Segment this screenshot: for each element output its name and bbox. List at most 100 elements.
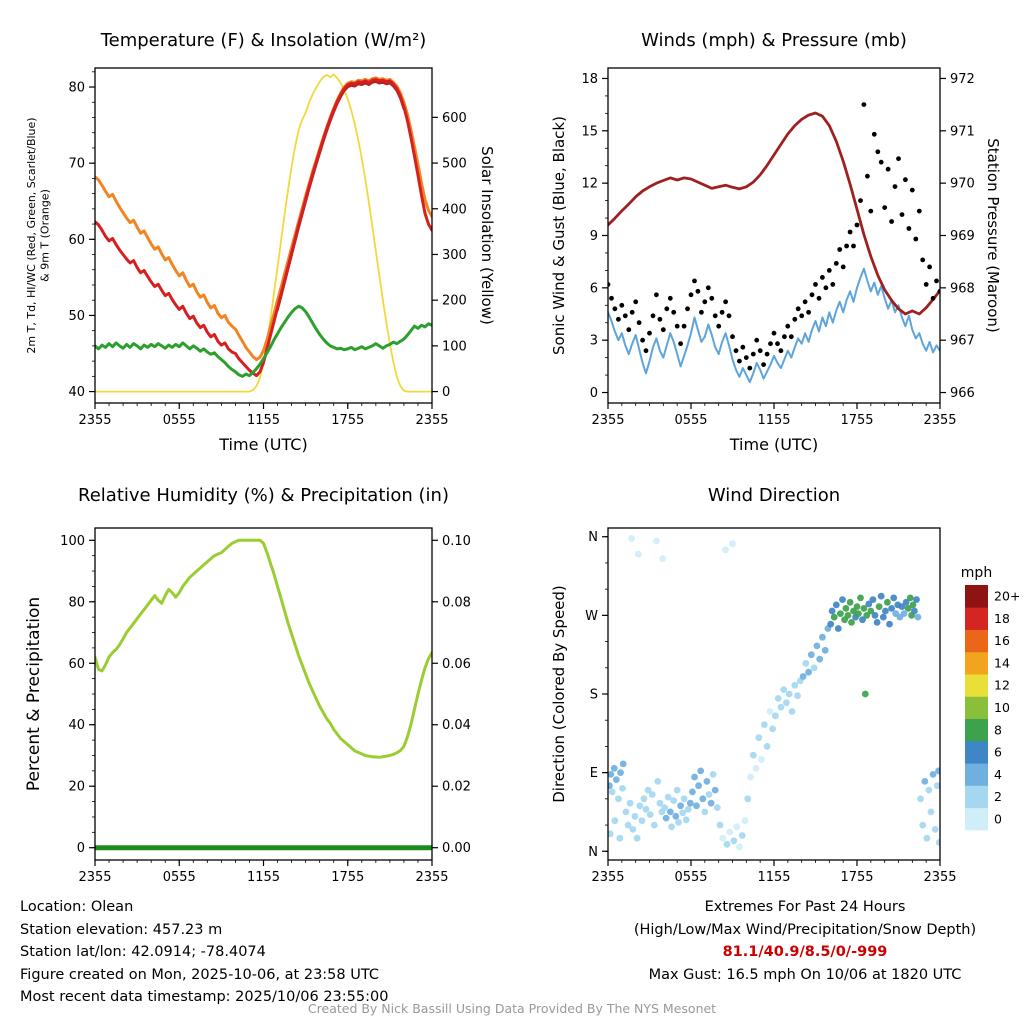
temp-chart-svg: 2355 0555 1155 1755 2355 Time (UTC) 40 50 60 70 80… — [25, 67, 496, 454]
wdir-x-axis: 2355 0555 1155 1755 2355 — [591, 860, 957, 885]
svg-text:970: 970 — [950, 177, 975, 192]
svg-text:18: 18 — [994, 611, 1010, 626]
extremes-block: Extremes For Past 24 Hours (High/Low/Max… — [600, 896, 1010, 986]
svg-text:1755: 1755 — [331, 870, 364, 885]
svg-text:1755: 1755 — [840, 870, 873, 885]
wind-direction-panel-title: Wind Direction — [707, 485, 841, 506]
svg-text:2355: 2355 — [591, 413, 624, 428]
svg-text:0: 0 — [77, 841, 85, 856]
svg-text:Percent & Precipitation: Percent & Precipitation — [24, 597, 44, 791]
extremes-values: 81.1/40.9/8.5/0/-999 — [722, 944, 888, 960]
wind-x-axis: 2355 0555 1155 1755 2355 Time (UTC) — [591, 403, 957, 454]
svg-text:8: 8 — [994, 722, 1002, 737]
svg-text:18: 18 — [581, 72, 598, 87]
svg-text:0.06: 0.06 — [442, 657, 471, 672]
svg-text:300: 300 — [442, 248, 467, 263]
svg-text:Time (UTC): Time (UTC) — [729, 435, 818, 454]
svg-text:3: 3 — [590, 334, 598, 349]
svg-text:1755: 1755 — [840, 413, 873, 428]
temp-right-axis-label: Solar Insolation (Yellow) — [478, 146, 496, 325]
series-relative-humidity — [95, 538, 432, 759]
temp-x-axis: 2355 0555 1155 1755 2355 Time (UTC) — [78, 403, 449, 454]
svg-text:1755: 1755 — [331, 413, 364, 428]
svg-text:Station Pressure (Maroon): Station Pressure (Maroon) — [984, 138, 1002, 332]
svg-text:969: 969 — [950, 229, 975, 244]
svg-text:1155: 1155 — [757, 870, 790, 885]
svg-text:50: 50 — [68, 309, 85, 324]
svg-text:1155: 1155 — [757, 413, 790, 428]
svg-text:100: 100 — [60, 534, 85, 549]
svg-text:2355: 2355 — [415, 413, 448, 428]
svg-text:6: 6 — [994, 745, 1002, 760]
svg-text:40: 40 — [68, 718, 85, 733]
panel-temperature-insolation: Temperature (F) & Insolation (W/m²) 2355… — [0, 0, 512, 465]
svg-text:20: 20 — [68, 780, 85, 795]
svg-text:S: S — [590, 688, 598, 703]
svg-text:0555: 0555 — [674, 870, 707, 885]
svg-text:972: 972 — [950, 72, 975, 87]
wind-left-axis: 0 3 6 9 12 15 18 Sonic Wind & Gust (Blue, Black… — [550, 72, 608, 401]
svg-text:2355: 2355 — [923, 870, 956, 885]
svg-text:2355: 2355 — [591, 870, 624, 885]
rh-left-axis-label: Percent & Precipitation — [24, 597, 44, 791]
svg-text:14: 14 — [994, 655, 1010, 670]
svg-text:E: E — [590, 766, 598, 781]
svg-text:0555: 0555 — [163, 413, 196, 428]
wind-frame — [607, 67, 941, 404]
svg-text:0.08: 0.08 — [442, 595, 471, 610]
svg-text:0: 0 — [994, 811, 1002, 826]
svg-text:1155: 1155 — [247, 870, 280, 885]
svg-text:12: 12 — [581, 177, 598, 192]
svg-text:6: 6 — [590, 281, 598, 296]
svg-text:0555: 0555 — [674, 413, 707, 428]
svg-text:400: 400 — [442, 202, 467, 217]
svg-text:2355: 2355 — [923, 413, 956, 428]
rh-frame — [94, 527, 433, 861]
svg-text:40: 40 — [68, 385, 85, 400]
svg-text:2355: 2355 — [78, 413, 111, 428]
svg-text:10: 10 — [994, 700, 1010, 715]
latlon-text: Station lat/lon: 42.0914; -78.4074 — [20, 944, 266, 960]
svg-text:200: 200 — [442, 294, 467, 309]
svg-text:0: 0 — [442, 385, 450, 400]
svg-text:15: 15 — [581, 124, 598, 139]
svg-text:mph: mph — [961, 565, 992, 581]
svg-text:0.10: 0.10 — [442, 534, 471, 549]
rh-chart-svg: 2355 0555 1155 1755 2355 0 20 40 60 80 100 Percent … — [24, 527, 471, 885]
temp-left-axis-label: 2m T, Td, HI/WC (Red, Green, Scarlet/Blu… — [25, 117, 52, 353]
svg-text:600: 600 — [442, 111, 467, 126]
series-heat-index — [276, 80, 406, 312]
rh-right-axis: 0.00 0.02 0.04 0.06 0.08 0.10 — [432, 534, 471, 856]
series-sonic-wind — [608, 267, 940, 384]
rh-x-axis: 2355 0555 1155 1755 2355 — [78, 860, 449, 885]
svg-text:20+: 20+ — [994, 589, 1020, 604]
svg-text:967: 967 — [950, 334, 975, 349]
wdir-frame — [607, 527, 941, 861]
svg-text:N: N — [588, 530, 598, 545]
temp-right-axis: 0 100 200 300 400 500 600 Solar Insolation (Yel… — [432, 111, 496, 400]
svg-text:80: 80 — [68, 595, 85, 610]
wind-direction-points — [608, 535, 940, 851]
svg-text:9: 9 — [590, 229, 598, 244]
wind-right-axis: 966 967 968 969 970 971 972 Station Pressure (M… — [940, 72, 1002, 401]
svg-text:0555: 0555 — [163, 870, 196, 885]
svg-text:100: 100 — [442, 339, 467, 354]
panel-humidity-precip: Relative Humidity (%) & Precipitation (i… — [0, 465, 512, 915]
svg-text:70: 70 — [68, 157, 85, 172]
panel-winds-pressure: Winds (mph) & Pressure (mb) 2355 0555 1155… — [512, 0, 1024, 465]
svg-text:60: 60 — [68, 657, 85, 672]
svg-text:1155: 1155 — [247, 413, 280, 428]
svg-text:2355: 2355 — [78, 870, 111, 885]
svg-text:Time (UTC): Time (UTC) — [218, 435, 307, 454]
rh-plot-area — [95, 538, 432, 851]
series-temp-2m — [95, 77, 432, 378]
svg-text:W: W — [585, 609, 598, 624]
wdir-left-axis-label: Direction (Colored By Speed) — [550, 585, 568, 803]
svg-text:0.02: 0.02 — [442, 780, 471, 795]
wind-left-axis-label: Sonic Wind & Gust (Blue, Black) — [550, 116, 568, 355]
svg-text:12: 12 — [994, 678, 1010, 693]
station-info-block: Location: Olean Station elevation: 457.2… — [20, 896, 388, 1009]
elevation-text: Station elevation: 457.23 m — [20, 921, 223, 938]
series-dewpoint-2m — [95, 304, 432, 378]
wind-right-axis-label: Station Pressure (Maroon) — [984, 138, 1002, 332]
